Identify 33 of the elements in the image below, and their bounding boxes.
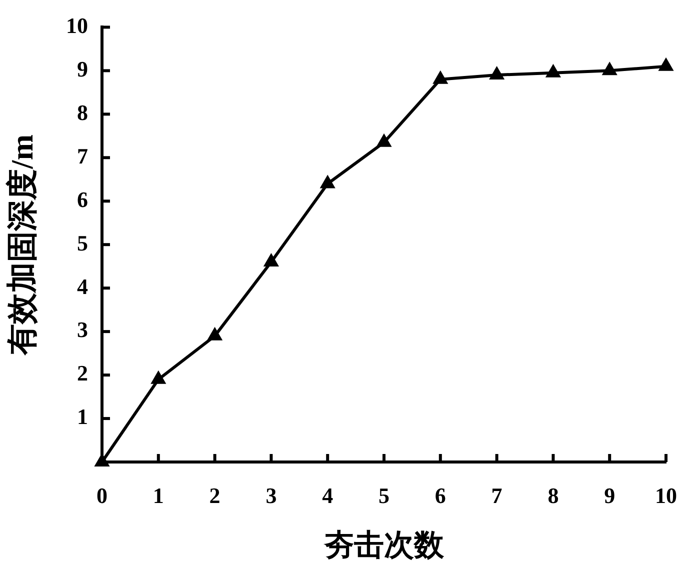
x-axis-title: 夯击次数 [323,528,445,562]
y-tick-label: 1 [77,404,88,430]
point [150,370,166,384]
point [207,327,222,340]
point [602,62,618,76]
point [546,64,561,78]
y-tick-label: 10 [66,12,88,38]
y-tick-label: 3 [77,317,88,342]
y-tick-label: 4 [77,274,88,299]
point [432,70,448,84]
x-tick-label: 3 [266,482,277,508]
x-tick-label: 7 [491,482,502,508]
x-tick-label: 2 [209,482,220,508]
x-tick-label: 0 [96,482,108,508]
x-tick-label: 1 [152,482,164,508]
point [489,66,504,80]
x-tick-label: 6 [434,482,446,508]
x-tick-label: 9 [604,482,616,508]
y-tick-label: 9 [77,56,88,82]
x-tick-label: 4 [322,482,334,508]
y-tick-label: 2 [77,360,88,386]
y-tick-label: 5 [77,230,88,256]
x-tick-label: 8 [548,482,559,508]
point [376,134,392,147]
point [658,58,674,71]
y-tick-label: 8 [77,100,88,125]
x-tick-label: 5 [378,482,390,508]
x-tick-label: 10 [655,482,677,508]
point [320,175,336,188]
y-axis-title: 有效加固深度/m [4,134,40,356]
y-tick-label: 6 [77,186,88,212]
point [264,253,279,266]
y-tick-label: 7 [77,143,88,168]
